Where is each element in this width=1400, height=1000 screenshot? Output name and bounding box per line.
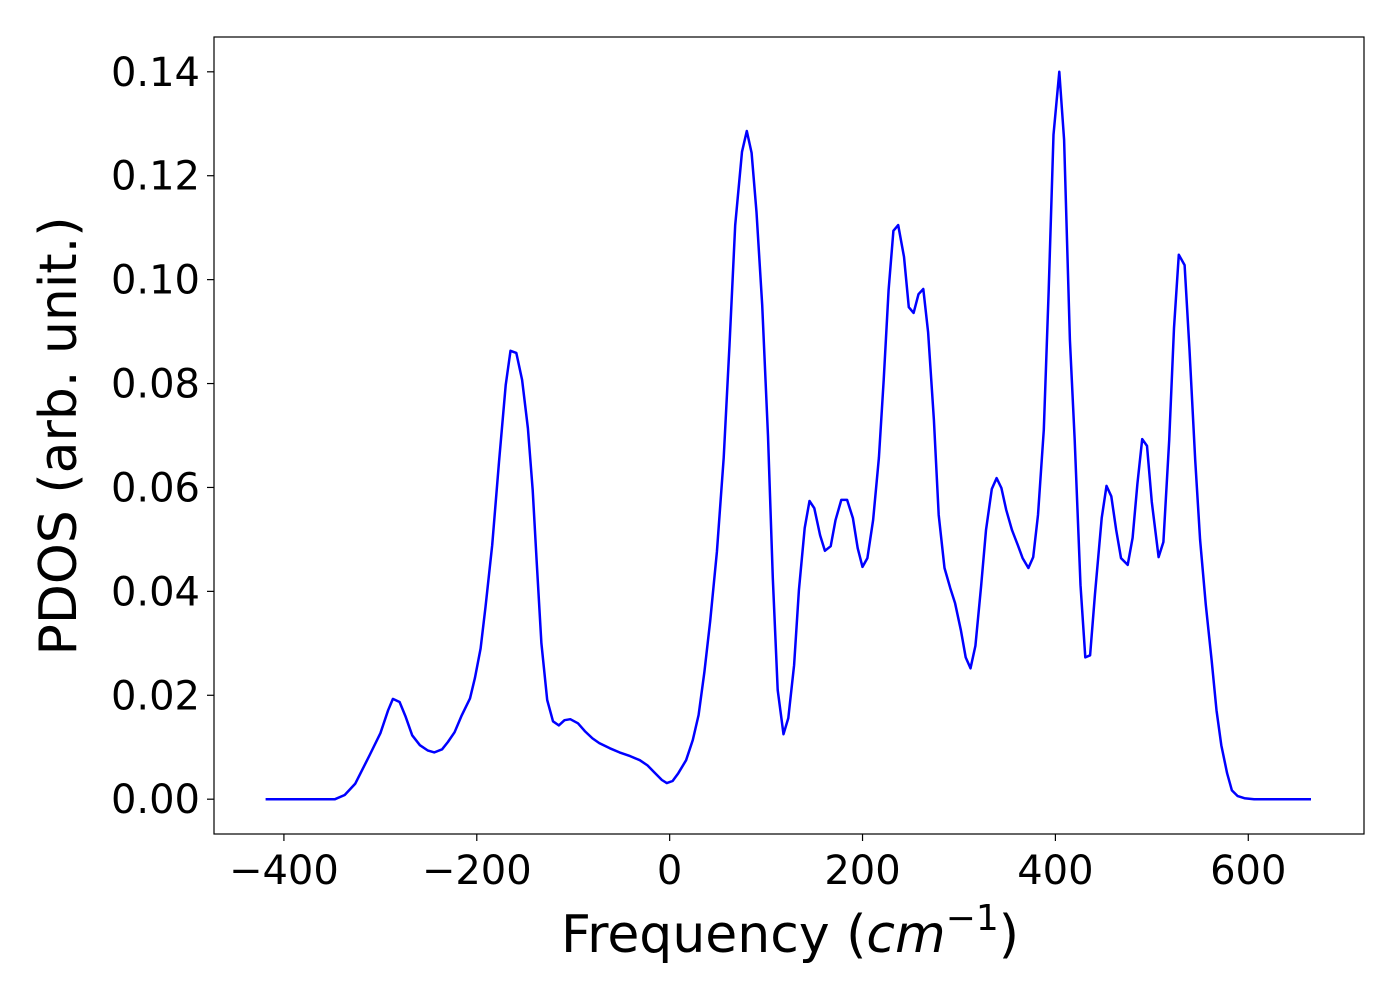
x-axis-label-part: cm [866,905,945,965]
plot-frame [213,36,1365,835]
pdos-line [265,70,1311,801]
x-tick-label: 200 [824,848,900,894]
y-tick-label: 0.14 [111,50,200,96]
y-tick-label: 0.02 [111,673,200,719]
y-tick-label: 0.08 [111,362,200,408]
y-tick-label: 0.10 [111,258,200,304]
x-axis-label-part: −1 [946,898,999,939]
x-axis-label-part: Frequency ( [561,905,866,965]
y-axis-label: PDOS (arb. unit.) [29,216,89,655]
y-tick-label: 0.00 [111,777,200,823]
x-axis-label-part: ) [999,905,1019,965]
x-tick-label: 600 [1210,848,1286,894]
x-tick-label: −200 [422,848,532,894]
x-tick-label: 0 [657,848,682,894]
y-tick-label: 0.12 [111,154,200,200]
x-tick-label: −400 [229,848,339,894]
x-tick-label: 400 [1017,848,1093,894]
y-tick-label: 0.04 [111,569,200,615]
x-axis-label: Frequency (cm−1) [561,898,1019,965]
y-tick-label: 0.06 [111,465,200,511]
